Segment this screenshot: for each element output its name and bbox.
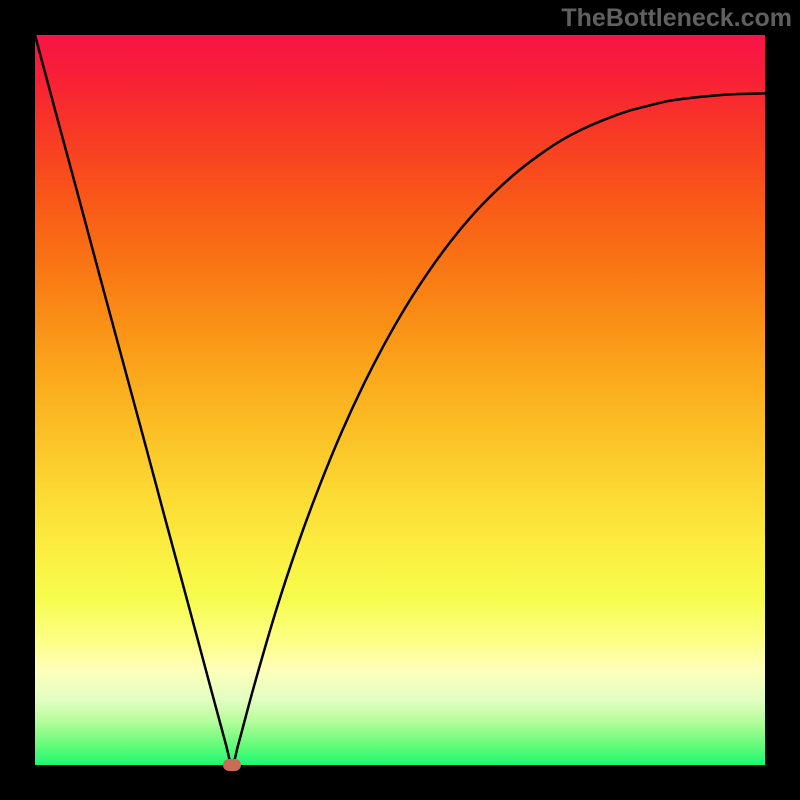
watermark-text: TheBottleneck.com: [561, 4, 792, 33]
plot-area: [35, 35, 765, 765]
curve-svg: [35, 35, 765, 765]
chart-outer: TheBottleneck.com: [0, 0, 800, 800]
bottleneck-curve: [35, 35, 765, 765]
minimum-marker: [223, 759, 241, 771]
